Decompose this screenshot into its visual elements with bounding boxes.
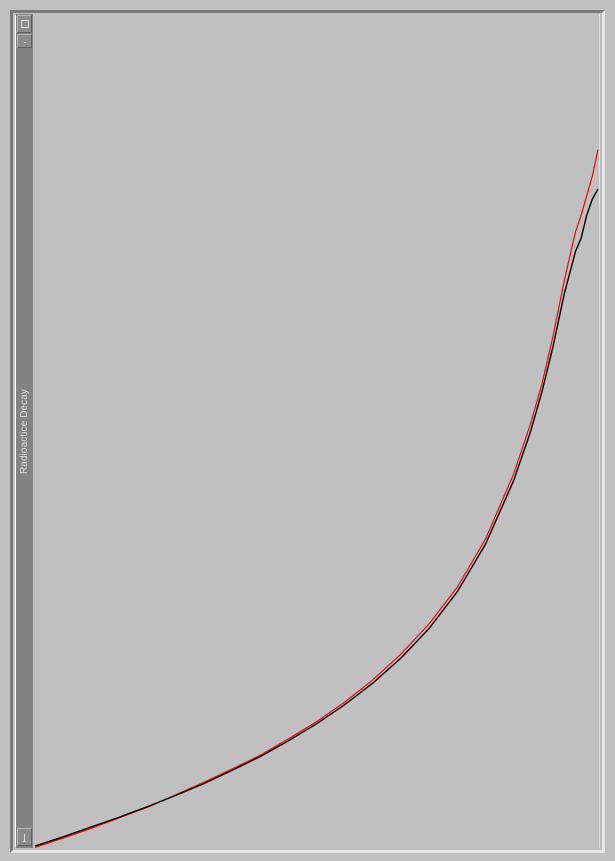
decay-chart [34, 149, 599, 848]
series-line-model [34, 188, 599, 847]
window-title-container: Radioactice Decay [16, 14, 33, 848]
series-line-measured [34, 149, 599, 848]
plot-area[interactable] [33, 14, 600, 848]
minimize-button[interactable] [17, 828, 32, 846]
bar-base-icon [23, 841, 26, 842]
dot-icon [24, 42, 26, 43]
vertical-title-bar[interactable]: Radioactice Decay [16, 14, 33, 848]
plot-right-edge [599, 14, 600, 848]
bar-icon [24, 834, 25, 841]
menu-button[interactable] [17, 34, 32, 48]
window-title: Radioactice Decay [19, 388, 31, 474]
maximize-button[interactable] [17, 15, 32, 33]
square-icon [21, 20, 29, 28]
